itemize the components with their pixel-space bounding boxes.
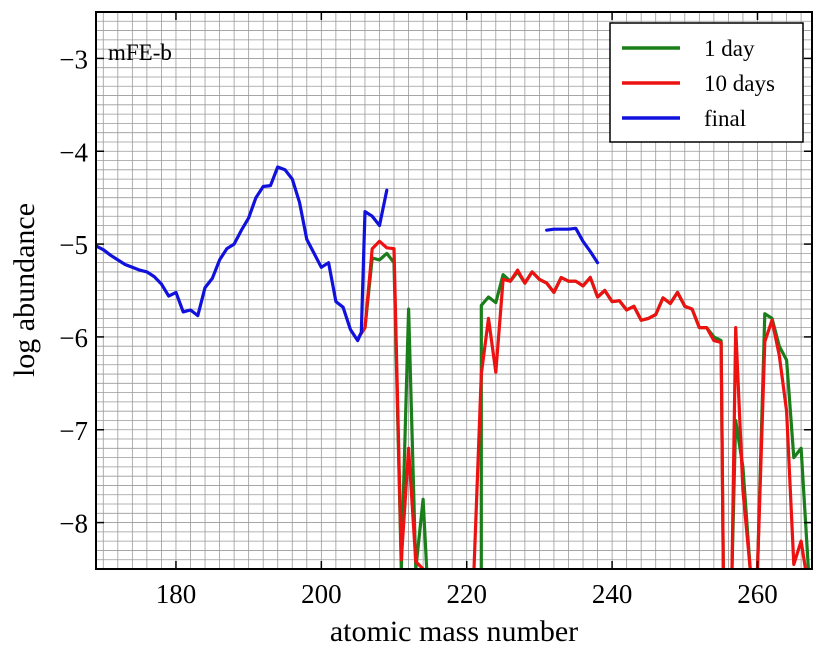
chart-annotation: mFE-b [108, 40, 172, 65]
legend-label: 1 day [704, 36, 755, 61]
x-tick-label: 240 [592, 579, 633, 609]
series-10-days [356, 239, 808, 569]
y-tick-label: −8 [59, 509, 88, 539]
legend-label: final [704, 106, 746, 131]
y-tick-label: −3 [59, 44, 88, 74]
series-final [96, 165, 600, 343]
x-tick-label: 260 [737, 579, 778, 609]
series-line [96, 165, 389, 343]
x-tick-label: 180 [156, 579, 197, 609]
y-tick-label: −7 [59, 416, 88, 446]
y-tick-label: −5 [59, 230, 88, 260]
y-tick-label: −4 [59, 137, 88, 167]
series-line [472, 268, 725, 569]
series-line [545, 226, 600, 265]
grid [96, 11, 812, 570]
x-axis-label: atomic mass number [330, 615, 578, 648]
series-group [96, 165, 811, 569]
x-tick-label: 200 [301, 579, 342, 609]
ticks [96, 12, 812, 569]
plot-frame [95, 11, 813, 570]
series-line [730, 326, 752, 569]
series-line [755, 312, 811, 569]
legend-label: 10 days [704, 71, 775, 96]
y-tick-label: −6 [59, 323, 88, 353]
legend: 1 day 10 days final [609, 22, 804, 143]
y-axis-label: log abundance [8, 203, 41, 377]
series-line [356, 239, 425, 569]
x-tick-label: 220 [446, 579, 487, 609]
y-tick-labels: −8 −7 −6 −5 −4 −3 [59, 44, 88, 538]
x-tick-labels: 180 200 220 240 260 [156, 579, 778, 609]
series-line [755, 318, 808, 569]
